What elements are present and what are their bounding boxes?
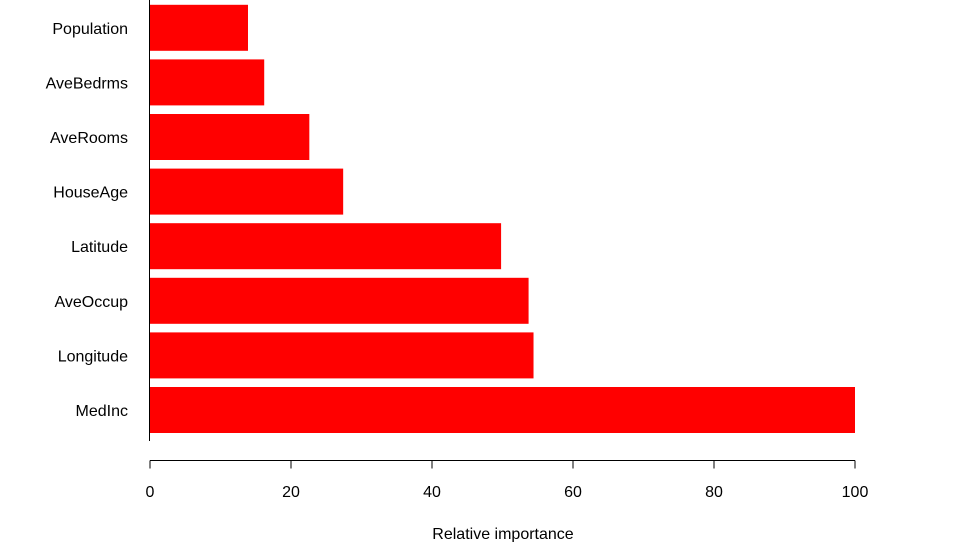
category-labels-group: MedInc Longitude AveOccup Latitude HouseAge A… (46, 21, 129, 420)
bar-averooms (150, 114, 310, 160)
bar-aveoccup (150, 277, 529, 324)
category-label-medinc: MedInc (76, 403, 128, 420)
x-tick-label-0: 0 (146, 484, 155, 501)
x-tick-label-20: 20 (282, 484, 300, 501)
x-axis-title: Relative importance (432, 526, 574, 542)
x-tick-label-40: 40 (423, 484, 441, 501)
x-tick-label-100: 100 (842, 484, 869, 501)
bar-population (150, 4, 248, 51)
category-label-houseage: HouseAge (53, 185, 128, 202)
bars-group (150, 4, 855, 433)
x-tick-label-60: 60 (564, 484, 582, 501)
bar-latitude (150, 223, 502, 270)
x-ticks-group: 0 20 40 60 80 100 (146, 460, 869, 501)
category-label-aveoccup: AveOccup (54, 294, 128, 311)
bar-medinc (150, 387, 855, 433)
bar-avebedrms (150, 59, 265, 106)
category-label-population: Population (52, 21, 128, 38)
category-label-avebedrms: AveBedrms (46, 75, 128, 92)
x-tick-label-80: 80 (705, 484, 723, 501)
category-label-averooms: AveRooms (50, 130, 128, 147)
bar-houseage (150, 168, 344, 215)
bar-longitude (150, 332, 534, 379)
category-label-latitude: Latitude (71, 239, 128, 256)
category-label-longitude: Longitude (58, 348, 128, 365)
